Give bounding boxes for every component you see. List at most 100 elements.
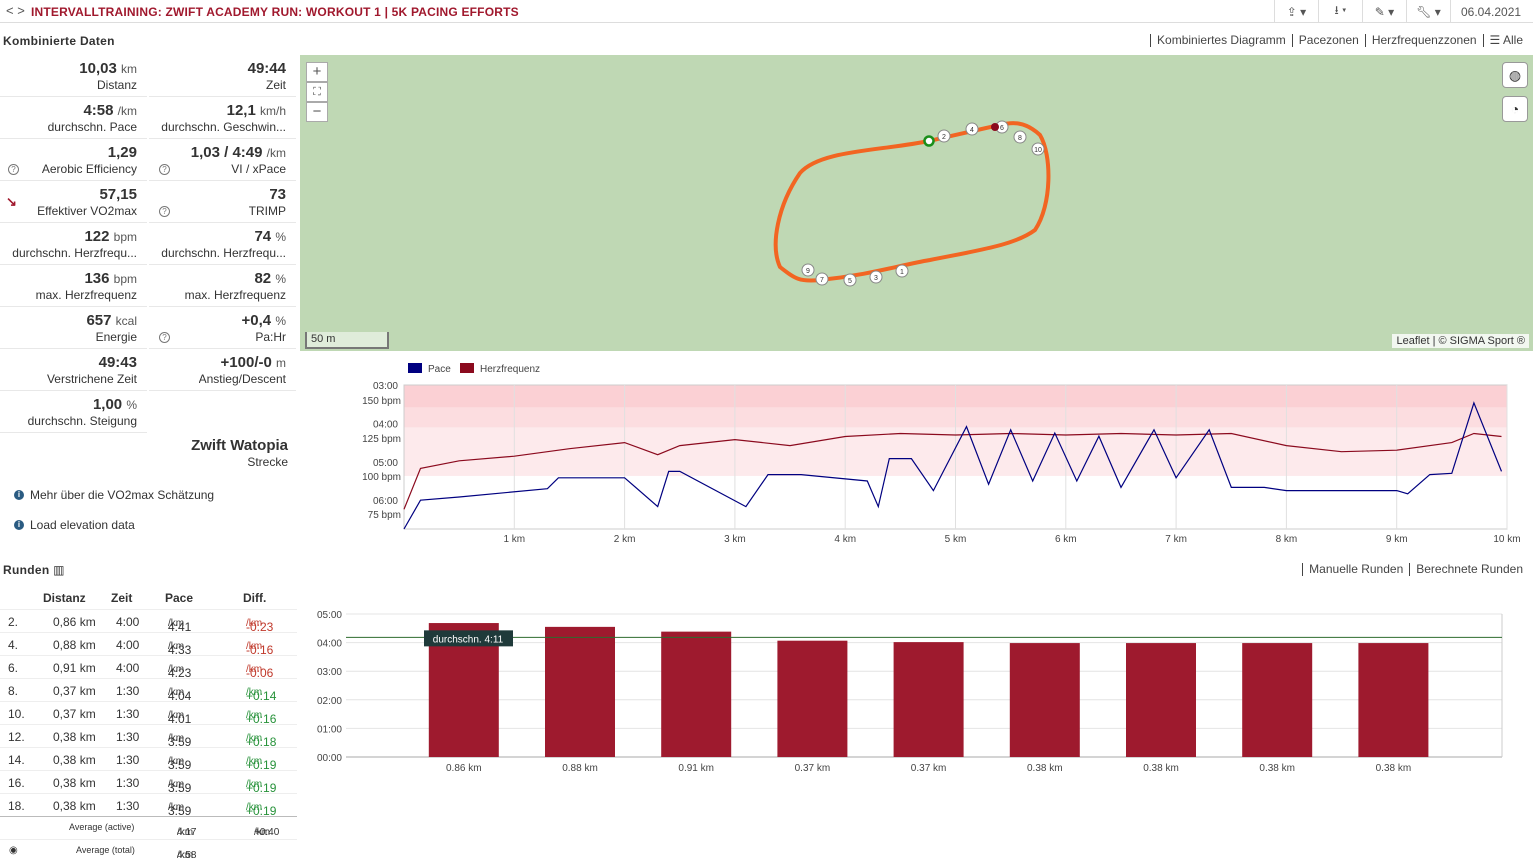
x-tick-label: 10 km (1493, 534, 1520, 545)
tab-combined-chart[interactable]: Kombiniertes Diagramm (1150, 34, 1292, 47)
tab-hr-zones[interactable]: Herzfrequenzzonen (1364, 34, 1483, 47)
lap-number: 8. (8, 684, 19, 698)
globe-icon[interactable]: ◍ (1502, 62, 1528, 88)
lap-diff: +0:19/km (246, 802, 277, 818)
y-left-tick-label: 100 bpm (362, 472, 401, 483)
x-tick-label: 0.91 km (678, 763, 714, 774)
stat-value: +0,4 % (241, 312, 286, 329)
route-info: Zwift Watopia Strecke (0, 435, 296, 475)
x-tick-label: 0.38 km (1376, 763, 1412, 774)
stat-label: Effektiver VO2max (37, 204, 137, 218)
legend-swatch-pace (408, 363, 422, 373)
lap-row[interactable]: 14. 0,38 km 1:30 3:59/km +0:19/km (0, 747, 297, 772)
lap-diff: -0:06/km (246, 664, 274, 680)
lap-distance: 0,91 km (53, 661, 96, 675)
stat-cell: +0,4 % Pa:Hr? (149, 307, 296, 349)
vo2max-info-link[interactable]: i Mehr über die VO2max Schätzung (14, 488, 214, 502)
km-marker: 2 (937, 129, 951, 143)
average-active-row: Average (active) 4:17/km +0:40/km (0, 816, 297, 839)
zoom-out-button[interactable]: − (306, 102, 328, 122)
chart-icon[interactable]: ▥ (53, 563, 65, 577)
lap-time: 1:30 (116, 684, 140, 698)
lap-row[interactable]: 6. 0,91 km 4:00 4:23/km -0:06/km (0, 655, 297, 680)
tab-pace-zones[interactable]: Pacezonen (1291, 34, 1365, 47)
download-button[interactable]: ⭳ ▾ (1318, 0, 1362, 23)
stat-label: durchschn. Geschwin... (161, 120, 286, 134)
lap-row[interactable]: 8. 0,37 km 1:30 4:04/km +0:14/km (0, 678, 297, 703)
lap-row[interactable]: 4. 0,88 km 4:00 4:33/km -0:16/km (0, 632, 297, 657)
combined-data-heading: Kombinierte Daten (3, 34, 115, 48)
lap-time: 1:30 (116, 707, 140, 721)
help-icon[interactable]: ? (159, 332, 170, 343)
stat-label: Aerobic Efficiency (41, 162, 137, 176)
legend-label-hr: Herzfrequenz (480, 364, 540, 375)
stat-cell: 10,03 km Distanz (0, 55, 147, 97)
eye-icon[interactable]: ◉ (9, 845, 18, 856)
lap-distance: 0,38 km (53, 730, 96, 744)
fullscreen-button[interactable]: ⛶ (306, 82, 328, 102)
pace-series-line (403, 401, 1503, 530)
lap-time: 1:30 (116, 776, 140, 790)
lap-row[interactable]: 16. 0,38 km 1:30 3:59/km +0:19/km (0, 770, 297, 795)
stat-label: Energie (95, 330, 137, 344)
lap-row[interactable]: 2. 0,86 km 4:00 4:41/km -0:23/km (0, 609, 297, 634)
route-map[interactable]: + ⛶ − ◍ ◔ 1 2 3 4 5 6 7 8 9 10 50 m Leaflet | © S… (300, 55, 1533, 351)
y-right-tick-label: 05:00 (373, 458, 398, 469)
km-marker: 8 (1013, 130, 1027, 144)
x-tick-label: 5 km (945, 534, 967, 545)
tab-manual-laps[interactable]: Manuelle Runden (1302, 563, 1409, 576)
stat-label: durchschn. Herzfrequ... (12, 246, 137, 260)
help-icon[interactable]: ? (159, 206, 170, 217)
lap-time: 1:30 (116, 730, 140, 744)
help-icon[interactable]: ? (159, 164, 170, 175)
stat-value: 12,1 km/h (226, 102, 286, 119)
zoom-in-button[interactable]: + (306, 62, 328, 82)
stat-value: 122 bpm (84, 228, 137, 245)
share-button[interactable]: ⇪ ▾ (1274, 0, 1318, 23)
stat-value: 1,03 / 4:49 /km (190, 144, 286, 161)
stat-cell: 1,03 / 4:49 /km VI / xPace? (149, 139, 296, 181)
lap-diff: +0:19/km (246, 779, 277, 795)
load-elevation-link[interactable]: i Load elevation data (14, 518, 214, 532)
lap-time: 1:30 (116, 799, 140, 813)
y-left-tick-label: 75 bpm (368, 510, 401, 521)
combined-line-chart: 1 km 2 km 3 km 4 km 5 km 6 km 7 km 8 km 9 km 10 k… (362, 363, 1521, 545)
x-tick-label: 1 km (503, 534, 525, 545)
stat-label: Pa:Hr (255, 330, 286, 344)
help-icon[interactable]: ? (8, 164, 19, 175)
x-tick-label: 8 km (1276, 534, 1298, 545)
km-marker-label: 7 (820, 277, 824, 284)
settings-button[interactable]: 🔧︎ ▾ (1406, 0, 1450, 23)
km-marker: 3 (869, 270, 883, 284)
lap-bar (1358, 643, 1429, 757)
y-tick-label: 03:00 (317, 667, 342, 678)
tab-calculated-laps[interactable]: Berechnete Runden (1409, 563, 1529, 576)
info-links: i Mehr über die VO2max Schätzung i Load el… (14, 488, 214, 548)
lap-pace: 4:23/km (168, 664, 192, 680)
download-icon: ⭳ ▾ (1334, 3, 1347, 17)
km-marker-circle (895, 264, 909, 278)
stat-cell: 82 % max. Herzfrequenz (149, 265, 296, 307)
y-tick-label: 04:00 (317, 639, 342, 650)
tab-all[interactable]: ☰ Alle (1482, 34, 1529, 47)
nav-arrows[interactable]: < > (6, 3, 25, 18)
magic-button[interactable]: ✎ ▾ (1362, 0, 1406, 23)
lap-row[interactable]: 12. 0,38 km 1:30 3:59/km +0:18/km (0, 724, 297, 749)
km-marker-label: 10 (1034, 147, 1042, 154)
stat-cell: 73 TRIMP? (149, 181, 296, 223)
lap-number: 18. (8, 799, 25, 813)
x-tick-label: 0.37 km (795, 763, 831, 774)
route-line (773, 121, 1051, 283)
stat-value: 57,15 (99, 186, 137, 203)
map-attribution[interactable]: Leaflet | © SIGMA Sport ® (1392, 334, 1529, 348)
hr-series-line (403, 432, 1502, 510)
column-header: Zeit (111, 591, 133, 605)
lap-row[interactable]: 18. 0,38 km 1:30 3:59/km +0:19/km (0, 793, 297, 818)
km-marker-circle (815, 272, 829, 286)
activity-date: 06.04.2021 (1461, 5, 1522, 19)
stat-value: 10,03 km (79, 60, 137, 77)
lap-row[interactable]: 10. 0,37 km 1:30 4:01/km +0:16/km (0, 701, 297, 726)
km-marker-label: 1 (900, 269, 904, 276)
gauge-icon[interactable]: ◔ (1502, 96, 1528, 122)
stat-cell: +100/-0 m Anstieg/Descent (149, 349, 296, 391)
